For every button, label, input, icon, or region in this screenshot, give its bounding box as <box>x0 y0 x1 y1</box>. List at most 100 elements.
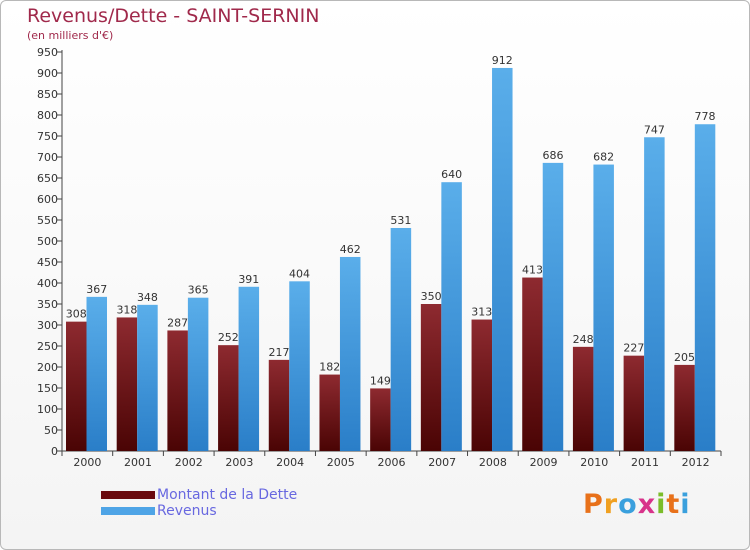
y-tick-label: 700 <box>37 151 58 164</box>
y-tick-label: 50 <box>44 424 58 437</box>
y-tick-label: 350 <box>37 298 58 311</box>
bar-dette <box>623 355 645 451</box>
bar-dette <box>572 346 594 451</box>
bar-revenus <box>339 256 361 451</box>
x-tick-label: 2012 <box>682 456 710 469</box>
x-tick-label: 2010 <box>580 456 608 469</box>
proxiti-logo: Proxiti <box>583 489 691 520</box>
bar-revenus <box>644 137 665 451</box>
bar-revenus <box>238 286 260 451</box>
chart-title: Revenus/Dette - SAINT-SERNIN <box>27 5 320 27</box>
y-tick-label: 500 <box>37 235 58 248</box>
logo-letter: x <box>637 489 657 520</box>
y-tick-label: 150 <box>37 382 58 395</box>
data-label-dette: 313 <box>471 306 492 319</box>
y-tick-label: 750 <box>37 130 58 143</box>
logo-letter: o <box>618 489 638 520</box>
y-tick-label: 600 <box>37 193 58 206</box>
data-label-dette: 217 <box>269 346 290 359</box>
x-tick-label: 2001 <box>124 456 152 469</box>
bar-revenus <box>492 67 513 452</box>
bar-dette <box>218 345 239 451</box>
logo-letter: r <box>603 489 619 520</box>
bar-revenus <box>86 296 107 451</box>
bar-dette <box>66 321 87 451</box>
data-label-revenus: 747 <box>644 123 665 136</box>
data-label-revenus: 531 <box>390 214 411 227</box>
y-tick-label: 650 <box>37 172 58 185</box>
data-label-dette: 149 <box>370 374 391 387</box>
y-tick-label: 100 <box>37 403 58 416</box>
legend-item-dette: Montant de la Dette <box>101 487 297 503</box>
x-tick-label: 2002 <box>175 456 203 469</box>
x-tick-label: 2003 <box>225 456 253 469</box>
x-tick-label: 2007 <box>428 456 456 469</box>
data-label-dette: 413 <box>522 264 543 277</box>
chart-legend: Montant de la Dette Revenus <box>101 487 297 519</box>
data-label-dette: 205 <box>674 351 695 364</box>
data-label-revenus: 462 <box>340 243 361 256</box>
bar-revenus <box>289 281 310 451</box>
data-label-revenus: 391 <box>238 273 259 286</box>
logo-letter: P <box>583 489 604 520</box>
y-tick-label: 950 <box>37 46 58 59</box>
x-tick-label: 2000 <box>73 456 101 469</box>
legend-swatch-dette <box>101 491 155 499</box>
chart-subtitle: (en milliers d'€) <box>27 29 114 42</box>
bar-revenus <box>441 182 462 451</box>
data-label-revenus: 404 <box>289 267 310 280</box>
data-label-dette: 287 <box>167 316 188 329</box>
logo-letter: i <box>656 489 667 520</box>
bar-dette <box>116 317 138 451</box>
logo-letter: t <box>666 489 681 520</box>
data-label-revenus: 686 <box>542 149 563 162</box>
data-label-revenus: 348 <box>137 291 158 304</box>
y-tick-label: 450 <box>37 256 58 269</box>
legend-item-revenus: Revenus <box>101 503 297 519</box>
data-label-dette: 308 <box>66 308 87 321</box>
bar-revenus <box>694 124 716 452</box>
y-tick-label: 0 <box>51 445 58 458</box>
x-tick-label: 2006 <box>378 456 406 469</box>
bar-revenus <box>542 162 564 451</box>
x-tick-label: 2011 <box>631 456 659 469</box>
bar-dette <box>522 277 543 451</box>
data-label-dette: 252 <box>218 331 239 344</box>
bar-dette <box>674 364 695 451</box>
data-label-revenus: 640 <box>441 168 462 181</box>
y-tick-label: 400 <box>37 277 58 290</box>
bar-dette <box>319 374 340 451</box>
data-label-dette: 318 <box>116 303 137 316</box>
x-tick-label: 2004 <box>276 456 304 469</box>
y-tick-label: 550 <box>37 214 58 227</box>
data-label-dette: 227 <box>623 342 644 355</box>
data-label-revenus: 778 <box>695 110 716 123</box>
x-tick-label: 2009 <box>530 456 558 469</box>
data-label-revenus: 682 <box>593 151 614 164</box>
y-tick-label: 850 <box>37 88 58 101</box>
data-label-dette: 350 <box>421 290 442 303</box>
bar-revenus <box>137 304 158 451</box>
bar-dette <box>370 388 391 451</box>
y-tick-label: 250 <box>37 340 58 353</box>
data-label-dette: 182 <box>319 361 340 374</box>
y-tick-label: 200 <box>37 361 58 374</box>
data-label-revenus: 367 <box>86 283 107 296</box>
y-tick-label: 900 <box>37 67 58 80</box>
legend-swatch-revenus <box>101 507 155 515</box>
bar-dette <box>471 319 493 451</box>
legend-label-dette: Montant de la Dette <box>157 487 298 503</box>
x-tick-label: 2008 <box>479 456 507 469</box>
bar-dette <box>420 304 442 451</box>
data-label-revenus: 365 <box>188 284 209 297</box>
bar-dette <box>268 359 290 451</box>
data-label-dette: 248 <box>573 333 594 346</box>
bar-revenus <box>187 297 209 451</box>
y-tick-label: 800 <box>37 109 58 122</box>
bar-revenus <box>593 164 614 451</box>
bar-dette <box>167 330 188 451</box>
legend-label-revenus: Revenus <box>157 503 217 519</box>
y-tick-label: 300 <box>37 319 58 332</box>
